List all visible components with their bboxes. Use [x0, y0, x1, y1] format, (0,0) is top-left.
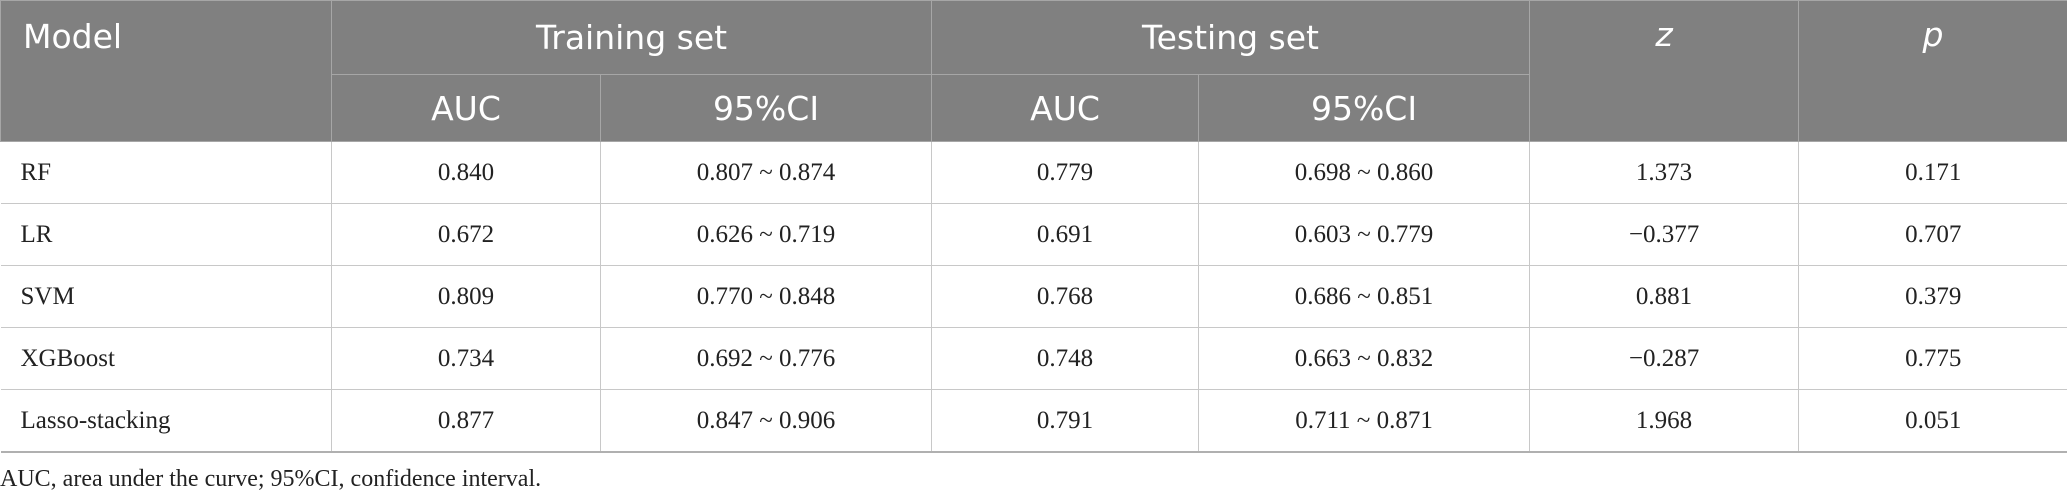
model-cell: LR: [0, 203, 332, 266]
table-row: LR 0.672 0.626 ~ 0.719 0.691 0.603 ~ 0.779 −0…: [0, 203, 2067, 266]
value-cell: 0.779: [931, 141, 1200, 204]
table-body: RF 0.840 0.807 ~ 0.874 0.779 0.698 ~ 0.860 1.…: [0, 141, 2067, 453]
value-cell: 0.379: [1798, 265, 2067, 328]
value-cell: 0.663 ~ 0.832: [1198, 327, 1531, 390]
value-cell: 0.791: [931, 389, 1200, 453]
header-cell: Testing set: [931, 0, 1531, 75]
value-cell: 0.877: [331, 389, 601, 453]
value-cell: 0.707: [1798, 203, 2067, 266]
subheader-cell: 95%CI: [1198, 74, 1531, 142]
header-cell: Model: [0, 0, 332, 142]
value-cell: 0.748: [931, 327, 1200, 390]
value-cell: 0.768: [931, 265, 1200, 328]
value-cell: 0.770 ~ 0.848: [599, 265, 933, 328]
value-cell: 0.672: [331, 203, 601, 266]
value-cell: 1.373: [1529, 141, 1800, 204]
table-row: Lasso-stacking 0.877 0.847 ~ 0.906 0.791 0.7…: [0, 389, 2067, 453]
subheader-cell: 95%CI: [599, 74, 933, 142]
model-cell: RF: [0, 141, 332, 204]
value-cell: −0.287: [1529, 327, 1800, 390]
value-cell: 0.734: [331, 327, 601, 390]
value-cell: 0.881: [1529, 265, 1800, 328]
value-cell: 0.711 ~ 0.871: [1198, 389, 1531, 453]
header-cell: z: [1529, 0, 1800, 142]
subheader-cell: AUC: [331, 74, 601, 142]
header-text: p: [1922, 15, 1944, 54]
value-cell: 0.775: [1798, 327, 2067, 390]
value-cell: 0.809: [331, 265, 601, 328]
value-cell: 0.051: [1798, 389, 2067, 453]
table-row: RF 0.840 0.807 ~ 0.874 0.779 0.698 ~ 0.860 1.…: [0, 141, 2067, 204]
footnote: AUC, area under the curve; 95%CI, confid…: [0, 466, 542, 492]
value-cell: 0.807 ~ 0.874: [599, 141, 933, 204]
model-cell: SVM: [0, 265, 332, 328]
value-cell: −0.377: [1529, 203, 1800, 266]
value-cell: 0.840: [331, 141, 601, 204]
value-cell: 0.171: [1798, 141, 2067, 204]
value-cell: 0.847 ~ 0.906: [599, 389, 933, 453]
table-row: XGBoost 0.734 0.692 ~ 0.776 0.748 0.663 ~ 0.…: [0, 327, 2067, 390]
value-cell: 0.686 ~ 0.851: [1198, 265, 1531, 328]
header-cell: p: [1798, 0, 2067, 142]
value-cell: 0.603 ~ 0.779: [1198, 203, 1531, 266]
value-cell: 0.626 ~ 0.719: [599, 203, 933, 266]
table-row: SVM 0.809 0.770 ~ 0.848 0.768 0.686 ~ 0.851 0…: [0, 265, 2067, 328]
subheader-cell: AUC: [931, 74, 1200, 142]
value-cell: 0.691: [931, 203, 1200, 266]
model-cell: Lasso-stacking: [0, 389, 332, 453]
value-cell: 1.968: [1529, 389, 1800, 453]
value-cell: 0.698 ~ 0.860: [1198, 141, 1531, 204]
model-cell: XGBoost: [0, 327, 332, 390]
header-cell: Training set: [330, 0, 933, 75]
results-table: Model Training set Testing set z p AUC 9…: [0, 0, 2067, 453]
value-cell: 0.692 ~ 0.776: [599, 327, 933, 390]
header-text: z: [1655, 15, 1673, 54]
